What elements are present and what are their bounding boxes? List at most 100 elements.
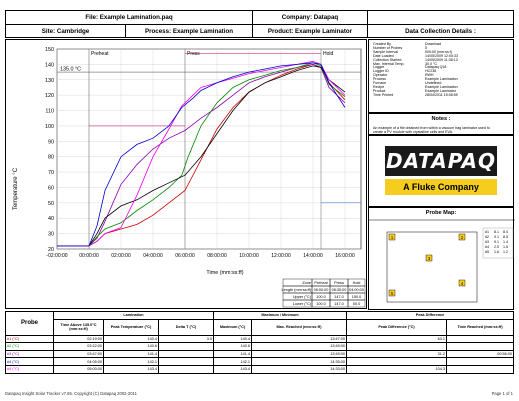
details-key: Furnace — [373, 81, 387, 85]
stats-delta — [158, 342, 214, 351]
details-value: 14/05/2009 12:00:33 — [425, 53, 458, 58]
details-key: Recipe — [373, 84, 385, 89]
details-row: Process Example Lamination — [373, 77, 458, 82]
stats-time-reached — [446, 357, 514, 366]
stats-peak: 141.4 — [103, 349, 159, 359]
probe-map-panel: Probe Map: 1 2 3 4 5 #1 8.1 8.4 #2 9.1 8.5 #3 9.1 1.… — [368, 207, 515, 310]
x-tick-label: 10:00:00 — [239, 253, 259, 259]
details-value: 28/04/2011 15:08:59 — [425, 92, 458, 97]
probe-legend-text: #3 — [485, 240, 489, 244]
y-tick-label: 80 — [48, 155, 54, 161]
probe-legend-text: 2.5 — [494, 245, 499, 249]
x-tick-label: 08:00:00 — [207, 253, 227, 259]
probe-marker — [388, 289, 396, 297]
details-key: Number of Probes — [373, 45, 403, 50]
series-line — [57, 62, 346, 247]
probe-marker-label: 1 — [391, 235, 394, 240]
series-line — [57, 65, 346, 247]
probe-legend-text: 1.4 — [503, 240, 508, 244]
details-row: Created By Download — [373, 42, 441, 47]
x-tick-label: -02:00:00 — [46, 253, 67, 259]
details-key: Product — [373, 88, 386, 93]
y-tick-label: 110 — [45, 109, 54, 115]
stats-row: #4 (°C) 04:05:00 142.1 142.1 14:35:00 — [5, 357, 514, 366]
details-row: Sample Interval 000:00 (mm:ss:f) — [373, 49, 452, 55]
probe-legend-text: 8.5 — [503, 235, 508, 239]
y-tick-label: 60 — [48, 185, 54, 191]
site-name: Site: Cambridge — [6, 25, 126, 38]
x-axis-label: Time (mm:ss:ff) — [206, 270, 243, 276]
series-line — [57, 62, 346, 247]
stats-peak-diff — [346, 357, 447, 366]
probe-legend-text: 8.1 — [494, 230, 499, 234]
stats-peak: 142.1 — [103, 357, 159, 366]
stats-row: #5 (°C) 05:00:00 143.4 143.4 14:33:00 104.3 — [5, 364, 514, 374]
logo-text: DATAPAQ — [385, 149, 497, 173]
zone-table-text: 50.0 — [353, 302, 360, 306]
probe-map-title: Probe Map: — [425, 210, 457, 216]
y-tick-label: 130 — [45, 78, 54, 84]
x-tick-label: 06:00:00 — [175, 253, 195, 259]
stats-delta — [158, 364, 214, 374]
stats-maximum: 140.4 — [213, 334, 252, 344]
zone-label: Press — [187, 51, 200, 57]
zone-table-text: Upper (°C) — [293, 295, 312, 299]
maxmin-group-header: Maximum / Minimum — [213, 311, 347, 320]
stats-probe: #3 (°C) — [5, 349, 54, 359]
probe-map-outline — [386, 231, 478, 303]
plot-area — [56, 48, 362, 250]
y-tick-label: 140 — [45, 62, 54, 68]
peak-group-header: Peak Difference — [346, 311, 514, 320]
stats-probe: #2 (°C) — [5, 342, 54, 351]
footer-page: Page 1 of 1 — [491, 391, 513, 396]
details-value: 30.0 °C — [425, 61, 438, 66]
details-row: Furnace Undefined — [373, 81, 441, 86]
stats-peak-diff: 104.3 — [346, 364, 447, 374]
series-line — [57, 63, 346, 247]
details-key: Created By — [373, 42, 391, 46]
probe-marker — [458, 233, 466, 241]
x-tick-label: 12:00:00 — [271, 253, 291, 259]
x-tick-label: 00:00:00 — [79, 253, 99, 259]
stats-time-above: 05:00:00 — [53, 364, 104, 374]
stats-time-above: 04:05:00 — [53, 357, 104, 366]
details-key: Max. Internal Temp. — [373, 61, 405, 66]
stats-delta: 3.5 — [158, 334, 214, 344]
details-value: Example Laminator — [425, 88, 456, 93]
details-key: Logger — [373, 65, 385, 70]
zone-table-text: 147.0 — [334, 295, 344, 299]
stats-time-reached — [446, 342, 514, 351]
x-tick-label: 16:00:00 — [335, 253, 355, 259]
details-key: Sample Interval — [373, 49, 398, 54]
stats-delta — [158, 357, 214, 366]
header-blank — [368, 11, 513, 25]
notes-panel: Notes : An example of a file obtained fr… — [368, 113, 514, 135]
stats-peak-diff: 63.1 — [346, 334, 447, 344]
zone-table-text: 147.0 — [334, 302, 344, 306]
y-tick-label: 40 — [48, 216, 54, 222]
probe-marker — [388, 233, 396, 241]
probe-legend-text: 9.1 — [494, 240, 499, 244]
zone-table-text: 100.0 — [316, 295, 326, 299]
y-tick-label: 150 — [45, 47, 54, 53]
stats-reached: 14:33:00 — [251, 364, 347, 374]
details-row: Recipe Example Lamination — [373, 84, 458, 90]
probe-legend-text: 9.1 — [494, 235, 499, 239]
stats-maximum: 143.4 — [213, 364, 252, 374]
report-header: File: Example Lamination.paq Company: Da… — [5, 10, 514, 38]
series-line — [57, 60, 346, 247]
probe-legend-text: 1.5 — [503, 245, 508, 249]
probe-marker-label: 4 — [461, 281, 464, 286]
zone-table-text: Press — [334, 281, 344, 285]
details-row: Operator RWH — [373, 73, 434, 78]
details-key: Time Printed — [373, 92, 394, 97]
x-tick-label: 02:00:00 — [111, 253, 131, 259]
zone-table-text: 06:00:00 — [314, 288, 329, 292]
x-tick-label: 14:00:00 — [303, 253, 323, 259]
stats-reached: 13:49:00 — [251, 349, 347, 359]
zone-table-text: 08:30:00 — [332, 288, 347, 292]
probe-legend-text: 1.6 — [494, 250, 499, 254]
stats-row: #1 (°C) 02:19:00 140.4 3.5 140.4 13:47:00 63.1 — [5, 334, 514, 344]
logo-tagline-bar: A Fluke Company — [385, 179, 497, 195]
details-row: Date Loaded 14/05/2009 12:00:33 — [373, 53, 458, 59]
